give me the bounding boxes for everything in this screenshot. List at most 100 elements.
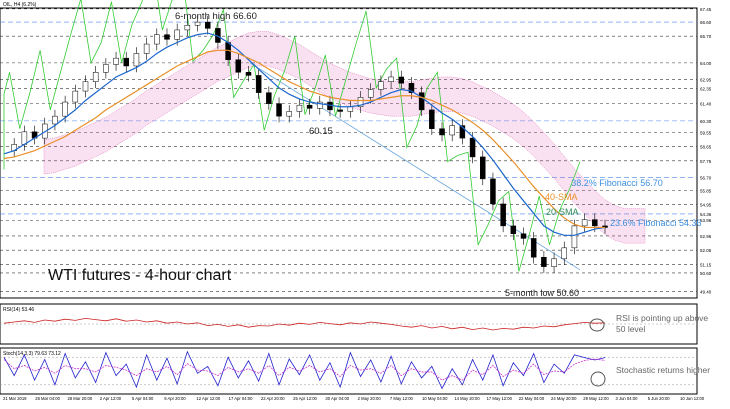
y-tick-label: 62.35	[700, 87, 712, 92]
candle-body	[113, 57, 119, 65]
candle-body	[143, 43, 150, 54]
candle-body	[82, 81, 89, 92]
candle-body	[306, 104, 313, 109]
y-tick-label: 58.65	[700, 145, 712, 150]
y-tick-label: 62.95	[700, 77, 712, 82]
y-tick-label: 66.60	[700, 20, 712, 25]
stoch-panel	[0, 347, 698, 395]
candle-body	[133, 53, 140, 67]
candle-body	[520, 233, 527, 239]
six-month-high-label: 6-month high 66.60	[175, 11, 257, 22]
sma20-label: 20-SMA	[546, 207, 579, 217]
candle-body	[490, 178, 496, 205]
candle-body	[581, 219, 588, 227]
x-tick-label: 17 May 12:00	[487, 396, 513, 401]
candle-body	[317, 101, 323, 109]
x-tick-label: 2 May 20:00	[358, 396, 382, 401]
y-tick-label: 52.96	[700, 234, 712, 239]
y-tick-label: 67.45	[700, 7, 712, 12]
stoch-header: Stoch(14,3,3) 79.63 73.12	[3, 351, 61, 357]
candle-body	[276, 103, 282, 117]
candle-body	[347, 106, 354, 112]
symbol-header: OIL, H4 (6.2%)	[3, 2, 37, 8]
x-tick-label: 5 Jun 20:00	[648, 396, 671, 401]
x-tick-label: 28 Mar 20:00	[67, 396, 92, 401]
rsi-header: RSI(14) 53.46	[3, 307, 34, 313]
rsi-note-line: 50 level	[616, 324, 645, 334]
stoch-highlight-circle	[590, 371, 606, 387]
stoch-d-line	[3, 358, 606, 381]
x-tick-label: 14 May 20:00	[454, 396, 480, 401]
y-tick-label: 55.85	[700, 189, 712, 194]
candle-body	[500, 203, 506, 227]
candle-body	[92, 72, 99, 82]
rsi-highlight-circle	[589, 318, 605, 332]
candle-body	[164, 34, 170, 40]
y-tick-label: 51.15	[700, 262, 712, 267]
candle-body	[530, 238, 537, 258]
candle-body	[174, 29, 180, 40]
rsi-note: RSI is pointing up above 50 level	[616, 313, 711, 334]
candle-body	[52, 115, 58, 125]
candle-body	[204, 21, 211, 29]
ichimoku-cloud	[43, 31, 646, 244]
candle-body	[541, 256, 547, 267]
sma40-label: 40-SMA	[545, 192, 578, 202]
candle-body	[337, 109, 343, 112]
candle-body	[459, 125, 466, 139]
stoch-k-line	[3, 350, 606, 390]
candle-body	[367, 89, 374, 98]
rsi-note-line: RSI is pointing up above	[616, 313, 708, 323]
x-tick-label: 10 Jun 12:00	[680, 396, 705, 401]
x-tick-label: 22 May 04:00	[519, 396, 545, 401]
candle-body	[72, 90, 79, 103]
candle-body	[41, 123, 48, 139]
x-axis: 21 Mar 2019 26 Mar 04:00 28 Mar 20:00 2 Apr…	[3, 396, 705, 401]
x-tick-label: 17 Apr 04:00	[229, 396, 253, 401]
candle-body	[296, 104, 303, 112]
sma20-line	[3, 32, 606, 236]
y-tick-label: 50.60	[700, 271, 712, 276]
candle-body	[378, 81, 384, 90]
candle-body	[245, 72, 252, 76]
candle-body	[62, 101, 68, 117]
x-tick-label: 22 Apr 20:00	[261, 396, 285, 401]
y-tick-label: 64.00	[700, 61, 712, 66]
y-tick-label: 57.75	[700, 159, 712, 164]
candle-body	[439, 128, 445, 136]
candle-body	[388, 76, 394, 82]
five-month-low-label: 5-month low 50.60	[505, 288, 579, 298]
candle-body	[266, 92, 272, 104]
y-tick-label: 54.36	[700, 212, 712, 217]
fib-236-label: 23.6% Fibonacci 54.36	[610, 218, 702, 228]
candle-body	[235, 59, 242, 73]
x-tick-label: 2 Apr 12:00	[100, 396, 122, 401]
candle-body	[408, 82, 415, 93]
stoch-layer	[0, 350, 697, 390]
chikou-line	[3, 0, 581, 272]
candle-body	[286, 111, 292, 117]
candle-body	[429, 109, 435, 129]
candle-body	[418, 92, 425, 111]
candle-body	[449, 125, 455, 136]
y-tick-label: 59.55	[700, 131, 712, 136]
x-tick-label: 21 Mar 2019	[3, 396, 27, 401]
candle-body	[154, 34, 160, 45]
fib-382-label: 38.2% Fibonacci 56.70	[571, 178, 663, 188]
y-tick-label: 61.40	[700, 102, 712, 107]
stoch-note: Stochastic returns higher	[616, 365, 710, 375]
candle-body	[592, 219, 598, 227]
y-tick-label: 52.05	[700, 248, 712, 253]
x-tick-label: 30 Apr 04:00	[325, 396, 349, 401]
x-tick-label: 12 Apr 12:00	[196, 396, 220, 401]
candle-body	[194, 21, 201, 26]
sma40-line	[3, 49, 605, 229]
candle-body	[255, 75, 262, 93]
price-panel	[0, 7, 698, 299]
y-tick-label: 60.30	[700, 119, 712, 124]
x-tick-label: 24 May 20:00	[551, 396, 577, 401]
y-tick-label: 54.95	[700, 203, 712, 208]
x-tick-label: 29 May 12:00	[583, 396, 609, 401]
